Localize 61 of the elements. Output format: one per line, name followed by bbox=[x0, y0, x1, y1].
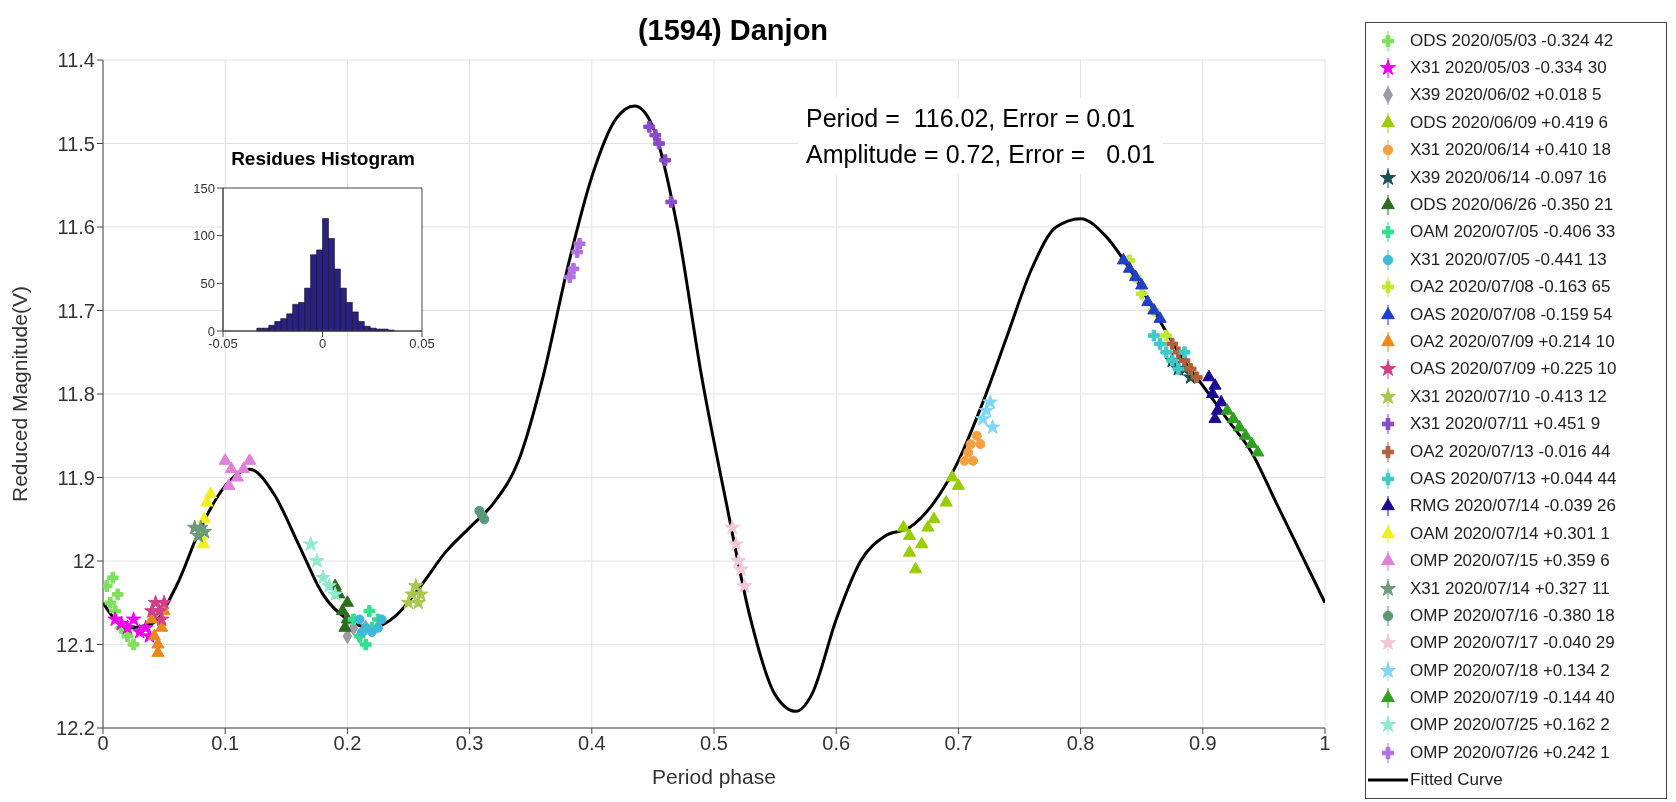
y-tick-label: 11.8 bbox=[57, 383, 95, 406]
y-tick-label: 100 bbox=[193, 228, 215, 244]
legend-label: X31 2020/07/14 +0.327 11 bbox=[1410, 578, 1610, 599]
legend-label: OMP 2020/07/15 +0.359 6 bbox=[1410, 551, 1610, 572]
x-tick-label: 0.6 bbox=[822, 732, 851, 755]
legend-label: OAM 2020/07/05 -0.406 33 bbox=[1410, 222, 1616, 243]
legend-label: OAS 2020/07/08 -0.159 54 bbox=[1410, 304, 1613, 325]
y-tick-label: 11.5 bbox=[57, 132, 95, 155]
legend-label: OA2 2020/07/09 +0.214 10 bbox=[1410, 331, 1615, 352]
x-tick-label: 0 bbox=[318, 336, 327, 352]
y-tick-label: 12.2 bbox=[56, 717, 95, 740]
chart-title: Residues Histogram bbox=[230, 148, 416, 170]
legend-label: X31 2020/07/11 +0.451 9 bbox=[1410, 414, 1601, 435]
y-tick-label: 0 bbox=[207, 323, 215, 339]
legend-label: OMP 2020/07/17 -0.040 29 bbox=[1410, 633, 1615, 654]
annotation: Amplitude = 0.72, Error = 0.01 bbox=[806, 139, 1155, 170]
legend-label: X31 2020/07/05 -0.441 13 bbox=[1410, 249, 1607, 270]
legend-label: X31 2020/05/03 -0.334 30 bbox=[1410, 58, 1607, 79]
y-tick-label: 12.1 bbox=[56, 633, 95, 656]
y-tick-label: 11.9 bbox=[57, 466, 95, 489]
legend-label: OAS 2020/07/13 +0.044 44 bbox=[1410, 468, 1617, 489]
y-tick-label: 50 bbox=[200, 275, 215, 291]
legend-label: OMP 2020/07/18 +0.134 2 bbox=[1410, 660, 1610, 681]
x-tick-label: 0.1 bbox=[211, 732, 240, 755]
legend-label: OAS 2020/07/09 +0.225 10 bbox=[1410, 359, 1617, 380]
y-tick-label: 11.6 bbox=[57, 216, 95, 239]
legend-label: X31 2020/07/10 -0.413 12 bbox=[1410, 386, 1607, 407]
x-tick-label: 0 bbox=[97, 732, 109, 755]
y-tick-label: 12 bbox=[72, 550, 95, 573]
annotation: Period = 116.02, Error = 0.01 bbox=[806, 103, 1136, 134]
legend-label: OMP 2020/07/16 -0.380 18 bbox=[1410, 605, 1615, 626]
y-tick-label: 150 bbox=[193, 180, 215, 196]
legend-label: ODS 2020/05/03 -0.324 42 bbox=[1410, 30, 1614, 51]
x-axis-title: Period phase bbox=[652, 765, 776, 788]
legend-label: X39 2020/06/14 -0.097 16 bbox=[1410, 167, 1607, 188]
x-tick-label: 0.9 bbox=[1188, 732, 1217, 755]
legend-label: OMP 2020/07/26 +0.242 1 bbox=[1410, 742, 1610, 763]
x-tick-label: 0.2 bbox=[333, 732, 362, 755]
legend-label: ODS 2020/06/26 -0.350 21 bbox=[1410, 195, 1614, 216]
x-tick-label: 0.4 bbox=[577, 732, 606, 755]
y-axis-title: Reduced Magnitude(V) bbox=[8, 286, 32, 502]
chart-title: (1594) Danjon bbox=[636, 14, 830, 47]
legend-label: Fitted Curve bbox=[1410, 770, 1503, 791]
legend-label: OMP 2020/07/19 -0.144 40 bbox=[1410, 688, 1615, 709]
x-tick-label: 0.05 bbox=[409, 336, 435, 352]
legend-label: RMG 2020/07/14 -0.039 26 bbox=[1410, 496, 1617, 517]
x-tick-label: 0.3 bbox=[455, 732, 484, 755]
legend-label: OMP 2020/07/25 +0.162 2 bbox=[1410, 715, 1610, 736]
legend-label: OAM 2020/07/14 +0.301 1 bbox=[1410, 523, 1610, 544]
legend-label: OA2 2020/07/08 -0.163 65 bbox=[1410, 277, 1611, 298]
x-tick-label: -0.05 bbox=[208, 336, 238, 352]
y-tick-label: 11.4 bbox=[57, 49, 95, 72]
x-tick-label: 1 bbox=[1319, 732, 1331, 755]
y-tick-label: 11.7 bbox=[57, 299, 95, 322]
x-tick-label: 0.8 bbox=[1066, 732, 1095, 755]
legend-label: ODS 2020/06/09 +0.419 6 bbox=[1410, 112, 1609, 133]
legend-label: OA2 2020/07/13 -0.016 44 bbox=[1410, 441, 1611, 462]
x-tick-label: 0.7 bbox=[944, 732, 973, 755]
x-tick-label: 0.5 bbox=[700, 732, 728, 755]
legend-label: X31 2020/06/14 +0.410 18 bbox=[1410, 140, 1611, 161]
legend-label: X39 2020/06/02 +0.018 5 bbox=[1410, 85, 1602, 106]
